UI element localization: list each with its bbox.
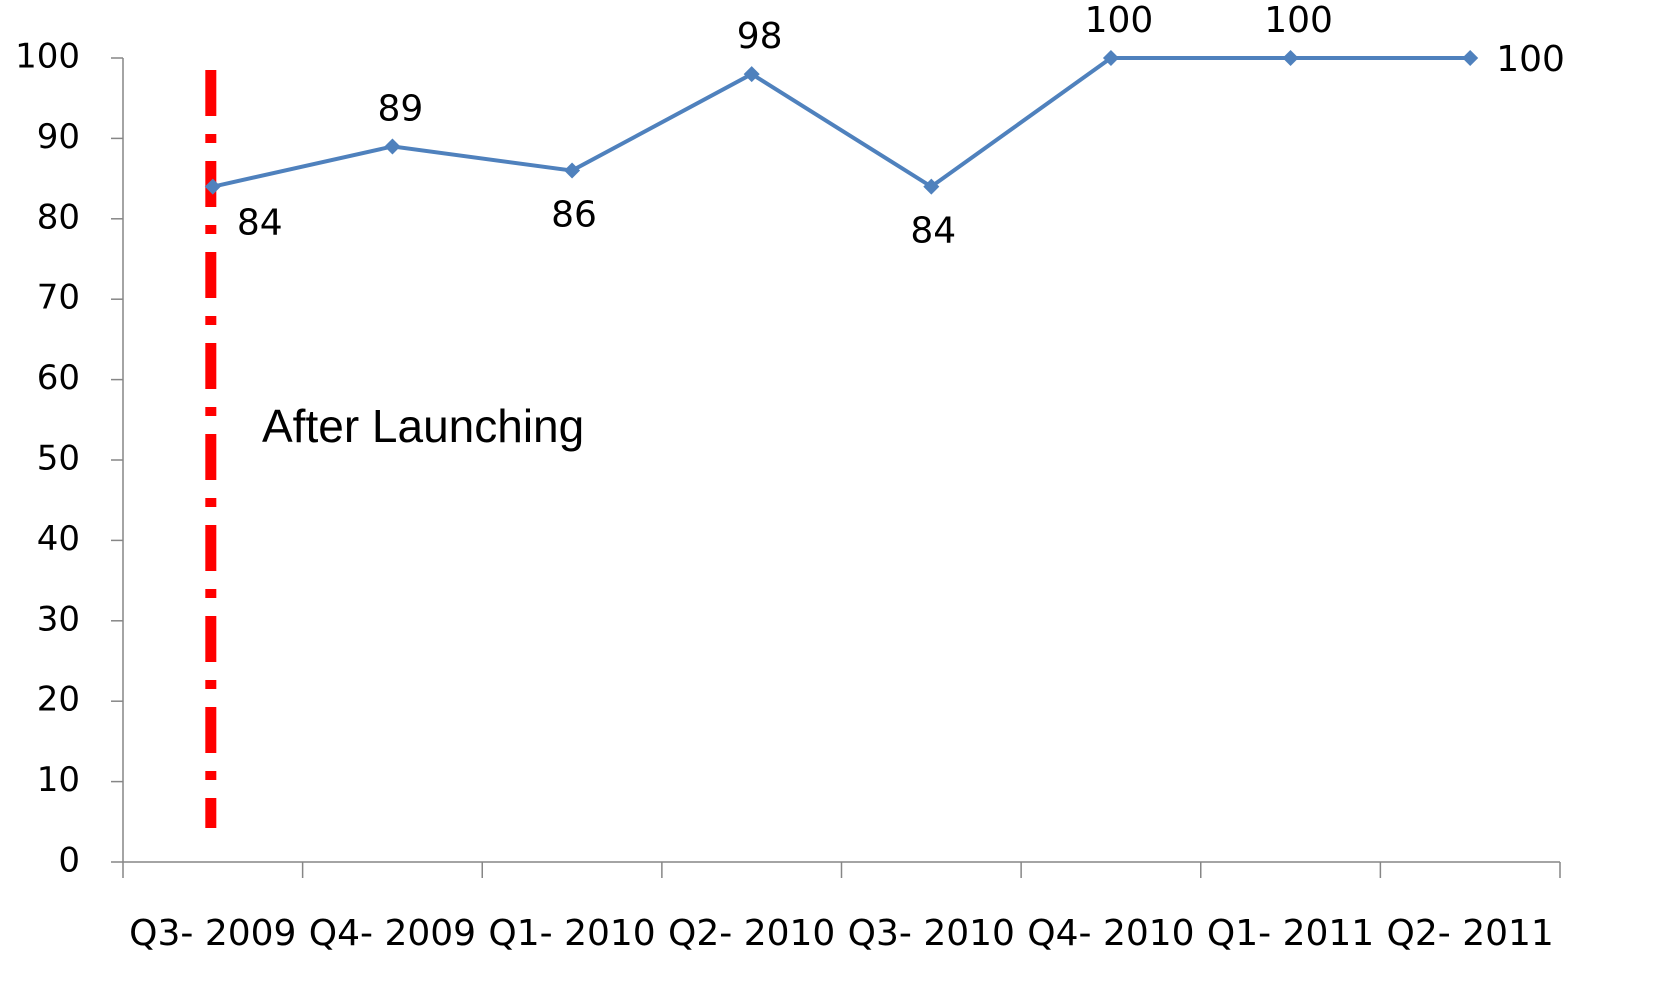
- data-label: 84: [237, 203, 283, 244]
- marker: [1102, 50, 1119, 66]
- data-label: 100: [1085, 0, 1154, 41]
- y-tick-label: 0: [58, 841, 80, 881]
- marker: [743, 66, 760, 83]
- x-tick-label: Q1- 2011: [1207, 913, 1374, 954]
- marker: [1462, 50, 1479, 66]
- x-tick-label: Q4- 2009: [309, 913, 476, 954]
- data-label: 100: [1496, 39, 1565, 80]
- y-tick-label: 70: [37, 278, 80, 318]
- x-tick-label: Q3- 2010: [848, 913, 1015, 954]
- marker: [564, 162, 581, 179]
- x-tick-label: Q4- 2010: [1027, 913, 1194, 954]
- y-tick-label: 20: [37, 680, 80, 720]
- marker: [1282, 50, 1299, 66]
- y-tick-label: 60: [37, 358, 80, 398]
- y-tick-label: 40: [37, 519, 80, 559]
- x-tick-label: Q2- 2010: [668, 913, 835, 954]
- line: [212, 56, 1471, 190]
- x-tick-label: Q2- 2011: [1387, 913, 1554, 954]
- y-tick-label: 30: [37, 599, 80, 639]
- data-label: 100: [1264, 0, 1333, 41]
- data-label: 86: [551, 195, 597, 236]
- marker: [923, 178, 940, 195]
- annotation: After Launching: [262, 400, 584, 452]
- x-tick-label: Q3- 2009: [129, 913, 296, 954]
- y-tick-label: 10: [37, 760, 80, 800]
- y-tick-label: 80: [37, 197, 80, 237]
- y-tick-label: 90: [37, 117, 80, 157]
- data-label: 89: [378, 88, 424, 129]
- marker: [384, 138, 401, 155]
- x-tick-label: Q1- 2010: [488, 913, 655, 954]
- y-tick-label: 100: [15, 37, 80, 77]
- data-label: 84: [910, 211, 956, 252]
- data-label: 98: [737, 16, 783, 57]
- y-tick-label: 50: [37, 439, 80, 479]
- marker: [204, 178, 221, 195]
